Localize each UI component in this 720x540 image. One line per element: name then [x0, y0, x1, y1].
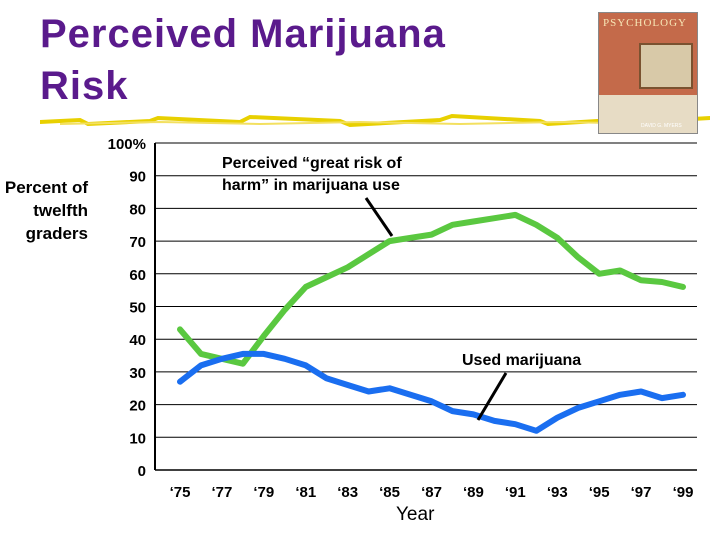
title-line-1: Perceived Marijuana — [40, 12, 446, 56]
x-tick-label: ‘75 — [170, 484, 191, 501]
page-title: Perceived Marijuana Risk — [40, 8, 446, 112]
x-tick-label: ‘77 — [211, 484, 232, 501]
green-series-line — [177, 211, 686, 367]
x-tick-label: ‘89 — [463, 484, 484, 501]
y-tick-label: 20 — [129, 398, 146, 415]
annotation-blue-pointer — [476, 372, 508, 421]
y-tick-label: 90 — [129, 169, 146, 186]
annotation-green-pointer — [364, 197, 394, 237]
x-tick-label: ‘85 — [379, 484, 400, 501]
annotation-blue-label: Used marijuana — [462, 352, 581, 369]
y-axis-label: Percent of twelfth graders — [4, 178, 88, 243]
x-tick-label: ‘99 — [673, 484, 694, 501]
annotation-green-line-2: harm” in marijuana use — [222, 177, 400, 194]
book-cover-title: PSYCHOLOGY — [603, 17, 687, 29]
y-tick-label: 80 — [129, 201, 146, 218]
x-tick-label: ‘83 — [337, 484, 358, 501]
title-line-2: Risk — [40, 64, 129, 108]
x-tick-label: ‘87 — [421, 484, 442, 501]
y-tick-label: 100% — [108, 136, 146, 153]
y-tick-label: 30 — [129, 365, 146, 382]
annotation-green-line-1: Perceived “great risk of — [222, 155, 402, 172]
x-tick-label: ‘97 — [631, 484, 652, 501]
x-axis-label: Year — [396, 504, 435, 525]
y-tick-label: 40 — [129, 332, 146, 349]
book-cover-image: PSYCHOLOGY DAVID G. MYERS — [598, 12, 698, 134]
book-cover-author: DAVID G. MYERS — [641, 123, 682, 129]
x-tick-label: ‘81 — [295, 484, 316, 501]
title-underline — [40, 113, 710, 128]
y-tick-label: 70 — [129, 234, 146, 251]
y-tick-label: 50 — [129, 300, 146, 317]
x-tick-label: ‘95 — [589, 484, 610, 501]
y-tick-label: 60 — [129, 267, 146, 284]
blue-series-line — [177, 350, 686, 434]
x-tick-label: ‘93 — [547, 484, 568, 501]
x-tick-label: ‘91 — [505, 484, 526, 501]
y-tick-label: 10 — [129, 430, 146, 447]
y-tick-label: 0 — [138, 463, 146, 480]
x-tick-label: ‘79 — [253, 484, 274, 501]
